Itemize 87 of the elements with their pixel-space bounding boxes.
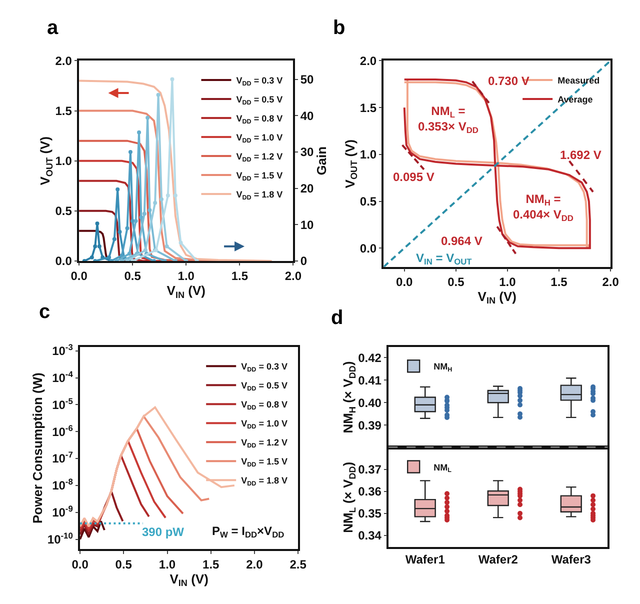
annotation: 0.730 V <box>488 74 530 88</box>
x-tick-label: 0.0 <box>396 274 414 289</box>
y-tick-label: 0.34 <box>358 528 382 543</box>
y-tick-label: 0.36 <box>358 484 382 499</box>
chart-title: d <box>331 307 344 329</box>
x-tick-label: 2.0 <box>602 274 620 289</box>
chart-title: a <box>47 17 59 39</box>
x-tick-label: 0.0 <box>72 557 89 572</box>
y-axis-title: Power Consumption (W) <box>30 372 45 524</box>
x-tick-label: 0.5 <box>124 269 142 284</box>
x-tick-label: Wafer1 <box>405 552 446 566</box>
legend-label: V$_{DD}$ = 1.2 V <box>241 438 288 450</box>
y-tick-label: 1.0 <box>360 148 377 162</box>
y-tick-label: 10$^{-7}$ <box>52 450 74 466</box>
annotation: NM$_{H}$ = 0.404× V$_{DD}$ <box>513 192 574 224</box>
legend-label: V$_{DD}$ = 0.3 V <box>236 75 283 88</box>
y2-tick-label: 0 <box>300 254 308 268</box>
y-tick-label: 0.40 <box>358 396 382 410</box>
x-tick-label: 1.0 <box>158 557 176 572</box>
y-tick-label: 10$^{-6}$ <box>52 422 74 439</box>
legend-label: V$_{DD}$ = 1.0 V <box>236 132 283 144</box>
legend-label: V$_{DD}$ = 1.0 V <box>241 418 288 431</box>
y-tick-label: 10$^{-5}$ <box>52 396 74 412</box>
legend-label: V$_{DD}$ = 0.8 V <box>236 113 283 126</box>
y-tick-label: 0.41 <box>358 373 382 388</box>
legend-label: V$_{DD}$ = 0.5 V <box>236 94 283 106</box>
legend-label: V$_{DD}$ = 1.2 V <box>236 151 283 164</box>
y-tick-label: 10$^{-8}$ <box>52 476 74 493</box>
x-tick-label: 1.5 <box>231 269 248 284</box>
x-tick-label: Wafer2 <box>478 552 518 566</box>
annotation: NM$_{L}$ = 0.353× V$_{DD}$ <box>418 104 478 136</box>
x-tick-label: 2.0 <box>246 557 264 572</box>
x-axis-title: V$_{IN}$ (V) <box>166 283 206 300</box>
y-tick-label: 2.0 <box>55 54 72 68</box>
y2-tick-label: 30 <box>300 145 314 160</box>
legend-label: V$_{DD}$ = 0.8 V <box>241 400 288 412</box>
y-tick-label: 1.0 <box>55 154 72 168</box>
legend-label: Average <box>558 94 593 104</box>
y-tick-label: 1.5 <box>55 104 72 118</box>
y-tick-label: 0.0 <box>360 241 377 256</box>
y2-tick-label: 40 <box>300 108 314 123</box>
x-tick-label: Wafer3 <box>551 552 592 566</box>
y2-tick-label: 10 <box>300 218 314 232</box>
y-tick-label: 10$^{-4}$ <box>52 368 74 385</box>
legend-label: Measured <box>558 75 600 86</box>
legend-label: V$_{DD}$ = 0.3 V <box>241 362 288 374</box>
x-tick-label: 2.5 <box>290 557 307 572</box>
y-tick-label: 0.37 <box>358 462 382 477</box>
y-tick-label: 10$^{-9}$ <box>52 504 74 520</box>
annotation: V$_{IN}$ = V$_{OUT}$ <box>416 251 473 267</box>
x-axis-title: V$_{IN}$ (V) <box>478 288 517 306</box>
legend-label: V$_{DD}$ = 1.8 V <box>236 189 283 202</box>
x-tick-label: 0.5 <box>448 274 465 289</box>
annotation: 0.964 V <box>441 234 482 248</box>
legend-label: V$_{DD}$ = 1.5 V <box>241 456 288 469</box>
y2-tick-label: 20 <box>300 181 314 196</box>
annotation: 0.095 V <box>393 170 434 184</box>
y2-axis-title: Gain <box>314 146 330 176</box>
legend-label: NM$_{H}$ <box>434 362 453 374</box>
y2-tick-label: 50 <box>300 72 314 86</box>
legend-label: V$_{DD}$ = 1.5 V <box>236 170 283 182</box>
annotation: P$_{W}$ = I$_{DD}$×V$_{DD}$ <box>212 524 284 540</box>
y-tick-label: 10$^{-3}$ <box>52 342 74 358</box>
x-tick-label: 1.5 <box>202 557 220 572</box>
x-tick-label: 2.0 <box>284 269 302 284</box>
x-axis-title: V$_{IN}$ (V) <box>170 571 208 588</box>
y-tick-label: 10$^{-10}$ <box>47 530 74 546</box>
x-tick-label: 1.0 <box>499 274 516 289</box>
annotation: 390 pW <box>142 525 185 539</box>
y-tick-label: 1.5 <box>360 100 377 115</box>
x-tick-label: 1.5 <box>550 274 568 289</box>
y-tick-label: 2.0 <box>360 54 377 68</box>
annotation: 1.692 V <box>560 148 602 162</box>
x-tick-label: 0.5 <box>115 557 132 572</box>
y-tick-label: 0.5 <box>55 204 72 218</box>
y-tick-label: 0.42 <box>358 350 382 365</box>
y-tick-label: 0.0 <box>55 254 72 268</box>
y-tick-label: 0.39 <box>358 418 382 432</box>
legend-label: V$_{DD}$ = 1.8 V <box>241 476 288 488</box>
chart-title: c <box>39 301 50 323</box>
chart-title: b <box>333 17 346 39</box>
y-tick-label: 0.35 <box>358 506 382 521</box>
legend-label: NM$_{L}$ <box>434 462 452 474</box>
x-tick-label: 0.0 <box>70 269 88 284</box>
legend-label: V$_{DD}$ = 0.5 V <box>241 380 288 393</box>
y-tick-label: 0.5 <box>360 194 377 208</box>
x-tick-label: 1.0 <box>178 269 195 284</box>
